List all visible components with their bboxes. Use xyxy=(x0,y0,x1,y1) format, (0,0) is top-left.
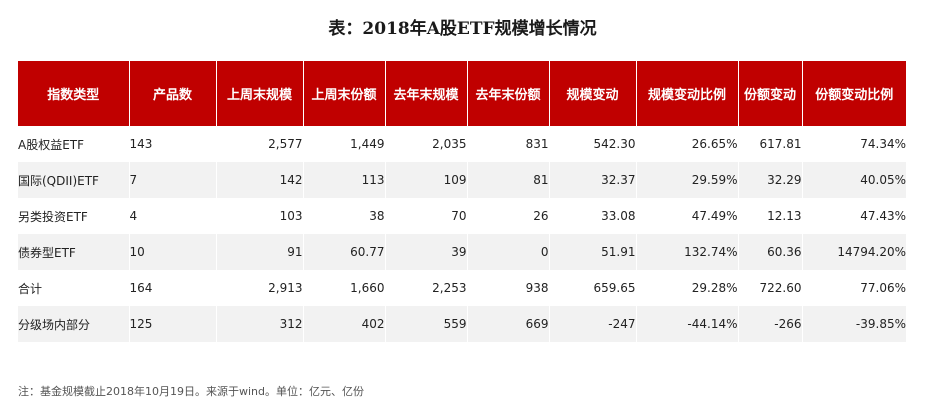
cell-last-year-share: 0 xyxy=(467,234,550,270)
cell-scale-change: -247 xyxy=(549,306,637,342)
cell-last-week-share: 1,449 xyxy=(303,126,386,162)
cell-last-year-scale: 39 xyxy=(385,234,468,270)
cell-index-type: 另类投资ETF xyxy=(18,198,130,234)
etf-scale-table: 指数类型 产品数 上周末规模 上周末份额 去年末规模 去年末份额 规模变动 规模… xyxy=(18,61,906,342)
cell-scale-change-ratio: 47.49% xyxy=(636,198,739,234)
cell-last-year-share: 669 xyxy=(467,306,550,342)
header-last-week-scale: 上周末规模 xyxy=(216,61,304,126)
cell-product-count: 7 xyxy=(129,162,217,198)
cell-last-week-scale: 91 xyxy=(216,234,304,270)
header-scale-change-ratio: 规模变动比例 xyxy=(636,61,739,126)
cell-scale-change: 32.37 xyxy=(549,162,637,198)
cell-product-count: 164 xyxy=(129,270,217,306)
cell-last-week-scale: 2,913 xyxy=(216,270,304,306)
cell-share-change-ratio: 74.34% xyxy=(802,126,906,162)
cell-last-year-share: 81 xyxy=(467,162,550,198)
table-row: 另类投资ETF 4 103 38 70 26 33.08 47.49% 12.1… xyxy=(18,198,906,234)
cell-scale-change: 33.08 xyxy=(549,198,637,234)
cell-share-change: -266 xyxy=(738,306,803,342)
cell-last-week-scale: 103 xyxy=(216,198,304,234)
source-note: 注：基金规模截止2018年10月19日。来源于wind。单位：亿元、亿份 xyxy=(18,385,364,398)
cell-last-week-share: 1,660 xyxy=(303,270,386,306)
table-row: 合计 164 2,913 1,660 2,253 938 659.65 29.2… xyxy=(18,270,906,306)
table-row: 国际(QDII)ETF 7 142 113 109 81 32.37 29.59… xyxy=(18,162,906,198)
cell-scale-change: 659.65 xyxy=(549,270,637,306)
cell-last-week-share: 402 xyxy=(303,306,386,342)
cell-product-count: 143 xyxy=(129,126,217,162)
cell-share-change: 12.13 xyxy=(738,198,803,234)
cell-last-year-scale: 2,035 xyxy=(385,126,468,162)
cell-scale-change-ratio: 29.59% xyxy=(636,162,739,198)
cell-last-week-share: 113 xyxy=(303,162,386,198)
table-row: 分级场内部分 125 312 402 559 669 -247 -44.14% … xyxy=(18,306,906,342)
cell-share-change-ratio: 14794.20% xyxy=(802,234,906,270)
cell-index-type: 合计 xyxy=(18,270,130,306)
table-header-row: 指数类型 产品数 上周末规模 上周末份额 去年末规模 去年末份额 规模变动 规模… xyxy=(18,61,906,126)
cell-share-change-ratio: 47.43% xyxy=(802,198,906,234)
cell-share-change-ratio: 77.06% xyxy=(802,270,906,306)
cell-last-year-share: 938 xyxy=(467,270,550,306)
cell-share-change: 32.29 xyxy=(738,162,803,198)
cell-last-year-scale: 70 xyxy=(385,198,468,234)
cell-index-type: 国际(QDII)ETF xyxy=(18,162,130,198)
cell-last-week-share: 38 xyxy=(303,198,386,234)
cell-share-change: 722.60 xyxy=(738,270,803,306)
cell-product-count: 10 xyxy=(129,234,217,270)
cell-product-count: 4 xyxy=(129,198,217,234)
cell-share-change-ratio: -39.85% xyxy=(802,306,906,342)
cell-index-type: 分级场内部分 xyxy=(18,306,130,342)
cell-share-change: 60.36 xyxy=(738,234,803,270)
table-row: 债券型ETF 10 91 60.77 39 0 51.91 132.74% 60… xyxy=(18,234,906,270)
cell-last-year-scale: 109 xyxy=(385,162,468,198)
cell-last-week-share: 60.77 xyxy=(303,234,386,270)
cell-scale-change-ratio: 29.28% xyxy=(636,270,739,306)
cell-product-count: 125 xyxy=(129,306,217,342)
header-index-type: 指数类型 xyxy=(18,61,130,126)
header-last-year-share: 去年末份额 xyxy=(467,61,550,126)
header-scale-change: 规模变动 xyxy=(549,61,637,126)
header-product-count: 产品数 xyxy=(129,61,217,126)
page-title: 表：2018年A股ETF规模增长情况 xyxy=(328,19,597,39)
header-share-change-ratio: 份额变动比例 xyxy=(802,61,906,126)
cell-scale-change-ratio: -44.14% xyxy=(636,306,739,342)
cell-scale-change-ratio: 26.65% xyxy=(636,126,739,162)
cell-scale-change: 51.91 xyxy=(549,234,637,270)
cell-scale-change: 542.30 xyxy=(549,126,637,162)
cell-scale-change-ratio: 132.74% xyxy=(636,234,739,270)
cell-last-week-scale: 2,577 xyxy=(216,126,304,162)
table-row: A股权益ETF 143 2,577 1,449 2,035 831 542.30… xyxy=(18,126,906,162)
cell-last-week-scale: 142 xyxy=(216,162,304,198)
header-last-year-scale: 去年末规模 xyxy=(385,61,468,126)
cell-last-year-scale: 559 xyxy=(385,306,468,342)
cell-share-change: 617.81 xyxy=(738,126,803,162)
header-share-change: 份额变动 xyxy=(738,61,803,126)
cell-index-type: A股权益ETF xyxy=(18,126,130,162)
cell-last-week-scale: 312 xyxy=(216,306,304,342)
cell-last-year-share: 831 xyxy=(467,126,550,162)
cell-last-year-scale: 2,253 xyxy=(385,270,468,306)
cell-last-year-share: 26 xyxy=(467,198,550,234)
cell-share-change-ratio: 40.05% xyxy=(802,162,906,198)
cell-index-type: 债券型ETF xyxy=(18,234,130,270)
header-last-week-share: 上周末份额 xyxy=(303,61,386,126)
